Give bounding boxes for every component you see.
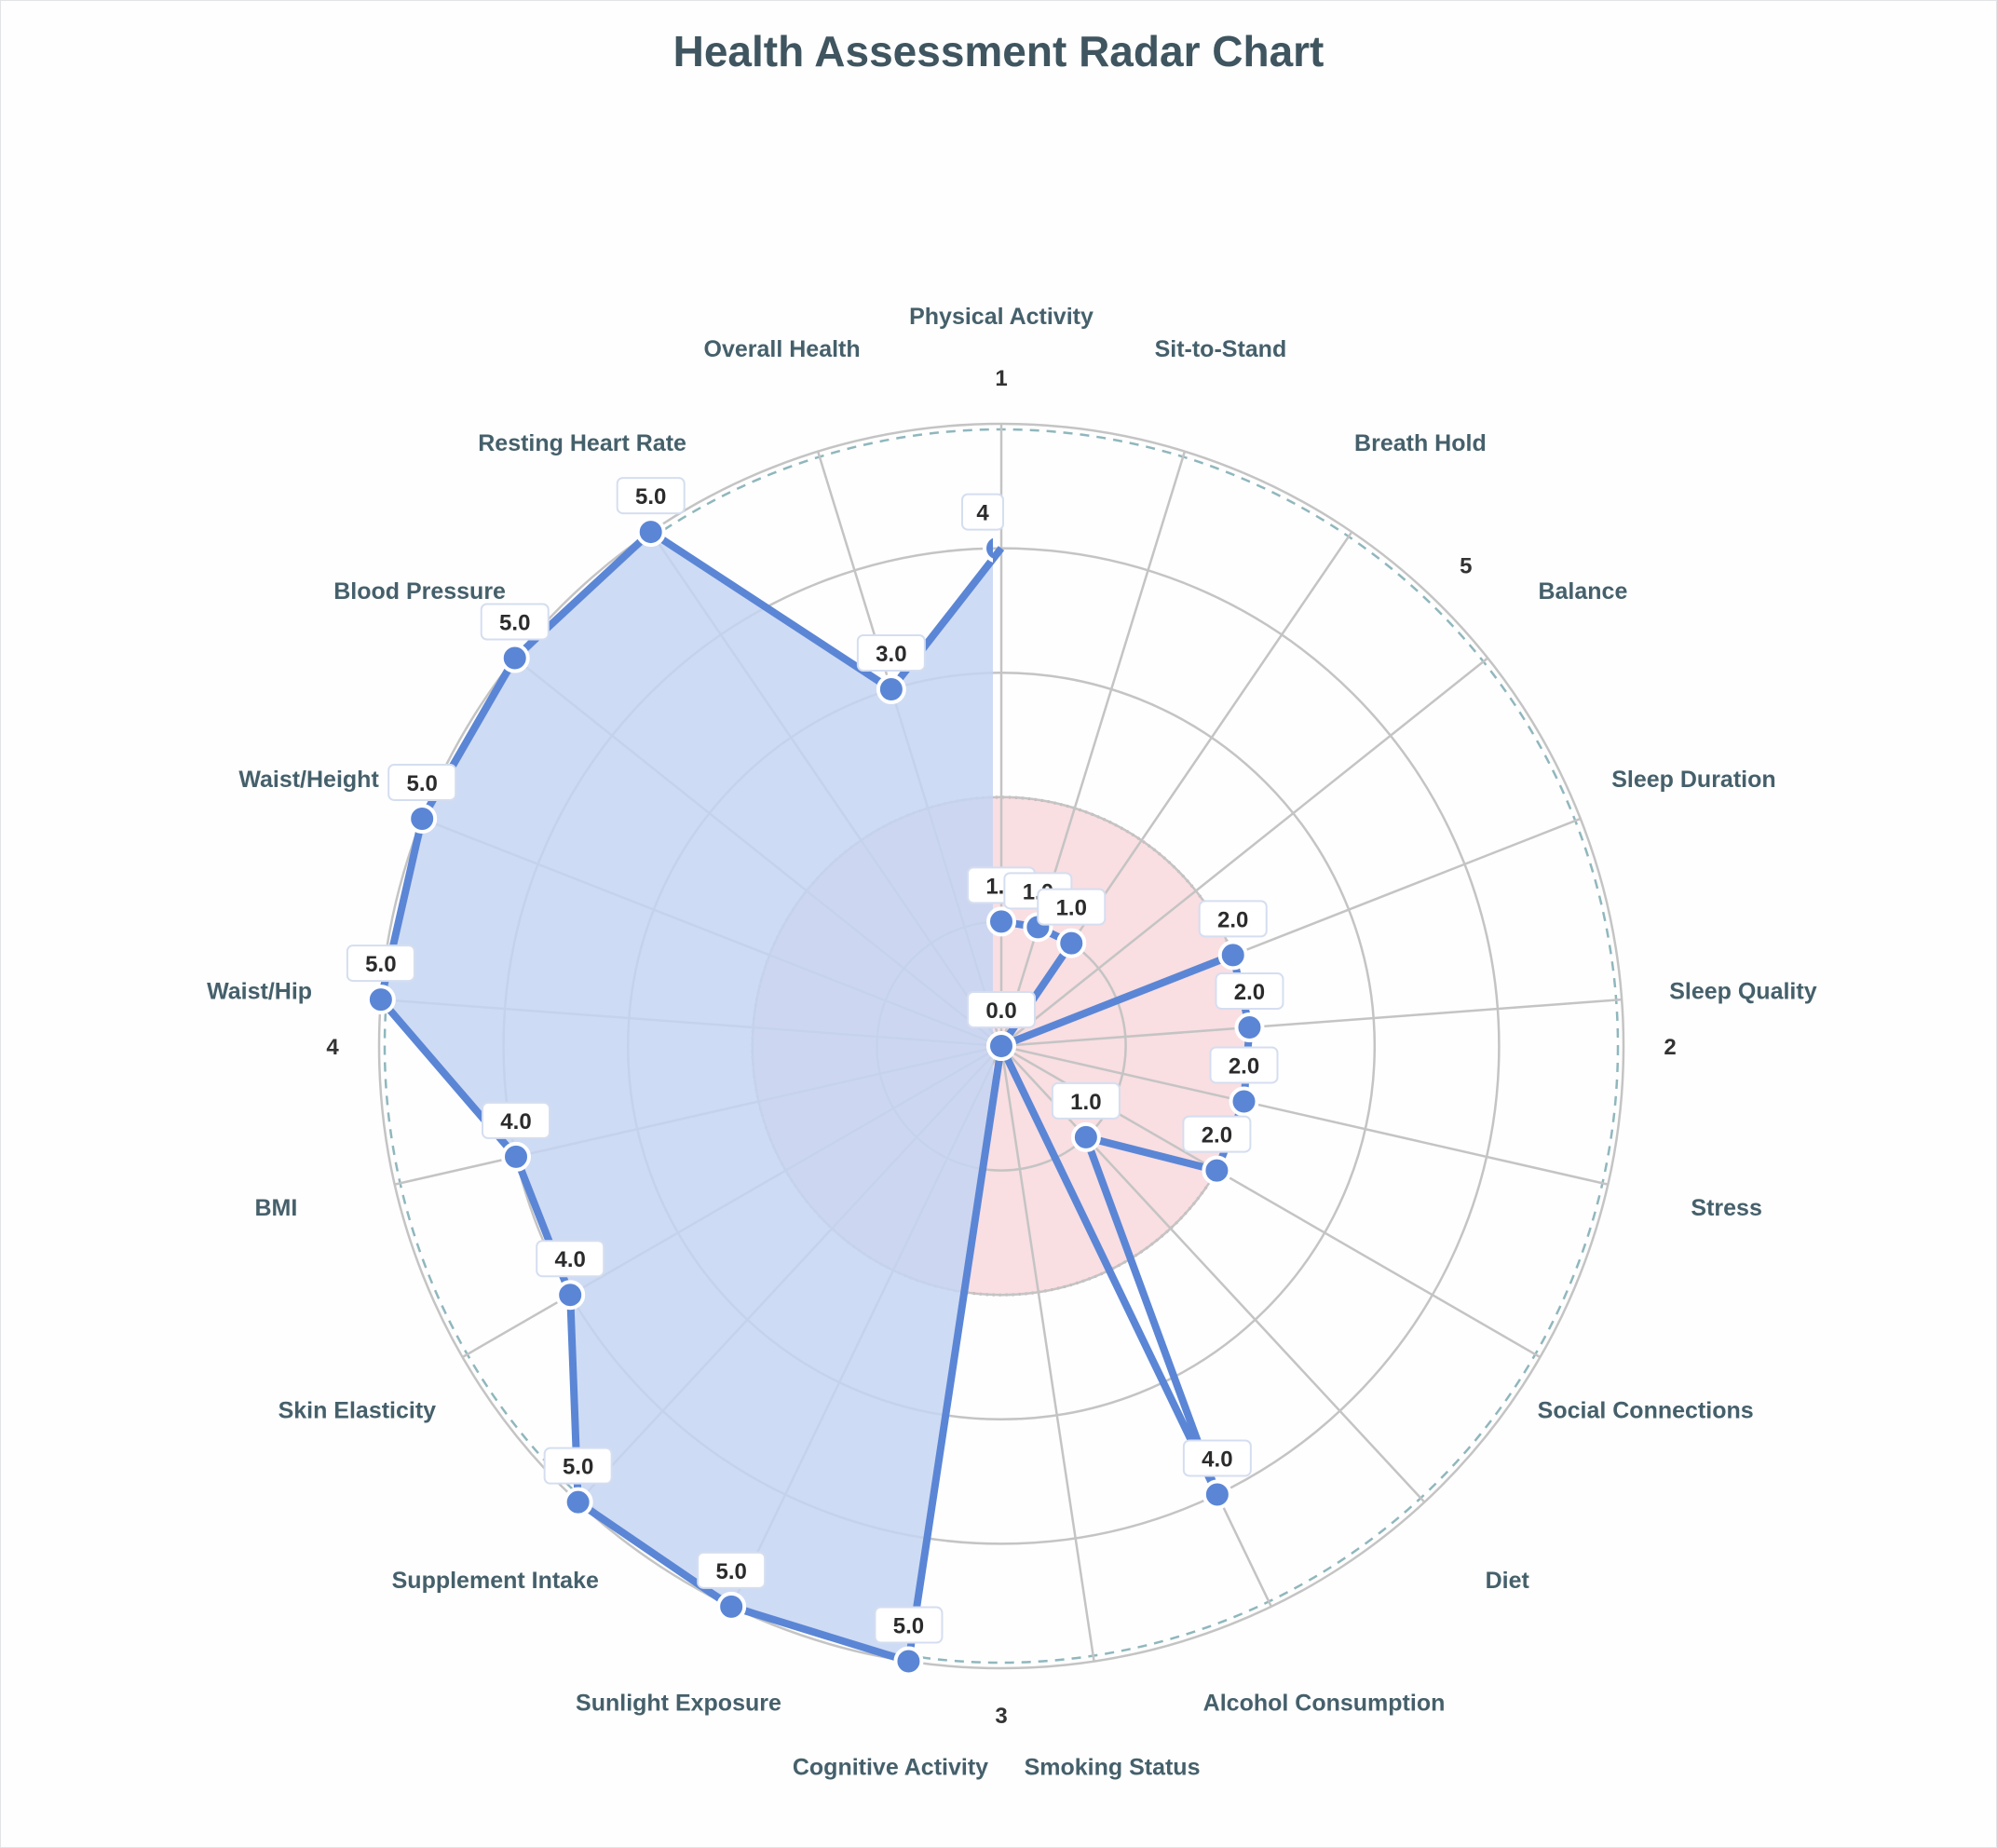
- tick-label: 2: [1664, 1035, 1676, 1060]
- grid-spoke: [1000, 1045, 1426, 1503]
- value-label-box: [967, 991, 1036, 1028]
- trace-fill: [380, 532, 993, 1662]
- data-point: [986, 906, 1016, 937]
- value-label-box: [1209, 1046, 1279, 1084]
- value-label-box: [481, 1101, 550, 1139]
- value-label: 5.0: [715, 1559, 746, 1584]
- axis-label-9: Alcohol Consumption: [1203, 1690, 1446, 1716]
- grid-spoke: [999, 1045, 1095, 1662]
- tick-label: 4: [326, 1035, 339, 1060]
- data-point: [893, 1646, 924, 1677]
- value-label-box: [543, 1447, 613, 1485]
- grid-spoke: [999, 451, 1187, 1047]
- data-point: [555, 1280, 586, 1311]
- value-label: 4.0: [1202, 1447, 1232, 1472]
- data-point: [499, 643, 530, 673]
- axis-label-7: Social Connections: [1538, 1398, 1754, 1424]
- data-point: [407, 803, 438, 834]
- grid-spoke: [1000, 1044, 1609, 1186]
- value-label: 1.0: [1070, 1090, 1101, 1115]
- value-label: 4.0: [500, 1109, 531, 1135]
- data-point: [986, 1031, 1016, 1061]
- tick-label: 3: [995, 1704, 1007, 1729]
- value-label: 1.0: [1056, 896, 1087, 921]
- value-label-box: [387, 763, 457, 801]
- value-label: 4.0: [555, 1247, 586, 1272]
- data-point: [1202, 1479, 1232, 1510]
- axis-label-11: Cognitive Activity: [793, 1754, 988, 1780]
- value-label-box: [1215, 972, 1284, 1011]
- data-point: [1070, 1121, 1101, 1152]
- value-label: 2.0: [1229, 1053, 1259, 1079]
- value-label-box: [1182, 1115, 1252, 1153]
- value-label: 5.0: [365, 952, 396, 977]
- data-point: [1056, 928, 1087, 958]
- trace-fill-area: [380, 532, 993, 1662]
- value-label-box: [346, 944, 415, 983]
- value-label: 3.0: [876, 642, 906, 667]
- axis-label-6: Stress: [1691, 1195, 1761, 1221]
- value-label-box: [1037, 888, 1107, 926]
- value-label: 5.0: [893, 1614, 924, 1639]
- value-label: 4: [976, 501, 989, 526]
- data-point: [716, 1591, 747, 1622]
- value-label: 0.0: [985, 999, 1016, 1024]
- axis-label-20: Overall Health: [704, 336, 861, 362]
- trace-line: [376, 528, 1254, 1665]
- value-label-box: [480, 603, 550, 641]
- value-label: 2.0: [1202, 1123, 1232, 1148]
- axis-label-17: Waist/Height: [238, 767, 379, 793]
- value-label-box: [697, 1551, 767, 1589]
- data-point: [365, 985, 396, 1015]
- value-label: 5.0: [499, 611, 530, 636]
- chart-title: Health Assessment Radar Chart: [672, 27, 1325, 75]
- data-point: [635, 517, 666, 548]
- grid-spoke: [1000, 998, 1623, 1048]
- value-label-box: [1051, 1081, 1121, 1120]
- value-label-box: [1182, 1439, 1252, 1477]
- axis-label-4: Sleep Duration: [1611, 767, 1775, 793]
- tick-label: 1: [995, 366, 1007, 391]
- value-label-box: [874, 1606, 944, 1644]
- axis-label-2: Breath Hold: [1354, 430, 1487, 456]
- axis-labels: Physical Activity Sit-to-Stand Breath Hold…: [207, 304, 1817, 1780]
- data-point: [563, 1487, 593, 1517]
- axis-label-15: BMI: [254, 1195, 297, 1221]
- trace-polyline: [376, 528, 1254, 1665]
- value-label: 5.0: [635, 484, 666, 510]
- axis-label-5: Sleep Quality: [1669, 978, 1816, 1004]
- value-label-box: [536, 1240, 605, 1278]
- data-point: [500, 1141, 531, 1172]
- angular-tick-labels: 1 5 2 3 4: [326, 366, 1676, 1729]
- data-point: [1229, 1086, 1259, 1117]
- axis-label-0: Physical Activity: [909, 304, 1094, 330]
- axis-label-18: Blood Pressure: [333, 578, 506, 605]
- axis-label-14: Skin Elasticity: [278, 1398, 437, 1424]
- data-point: [1234, 1012, 1265, 1043]
- axis-label-12: Sunlight Exposure: [576, 1690, 781, 1716]
- axis-label-16: Waist/Hip: [207, 978, 312, 1004]
- axis-label-19: Resting Heart Rate: [478, 430, 686, 456]
- value-label-box: [856, 634, 926, 673]
- data-points: 1.01.01.00.02.02.02.02.01.04.05.05.05.04…: [346, 477, 1284, 1677]
- value-label: 2.0: [1234, 980, 1265, 1005]
- axis-label-1: Sit-to-Stand: [1155, 336, 1287, 362]
- tick-label: 5: [1460, 554, 1472, 579]
- axis-label-13: Supplement Intake: [392, 1568, 599, 1594]
- value-label: 2.0: [1217, 907, 1248, 932]
- axis-label-10: Smoking Status: [1025, 1754, 1201, 1780]
- value-label-box: [961, 493, 1004, 531]
- value-label-box: [616, 477, 686, 515]
- grid-spoke: [1000, 657, 1489, 1047]
- value-label: 5.0: [406, 771, 437, 796]
- data-point: [1217, 940, 1248, 971]
- value-label: 5.0: [563, 1455, 593, 1480]
- data-point: [1202, 1155, 1232, 1186]
- axis-label-8: Diet: [1486, 1568, 1530, 1594]
- data-point: [983, 534, 993, 563]
- value-label-box: [1198, 900, 1268, 938]
- axis-label-3: Balance: [1538, 578, 1627, 605]
- data-point: [876, 674, 906, 705]
